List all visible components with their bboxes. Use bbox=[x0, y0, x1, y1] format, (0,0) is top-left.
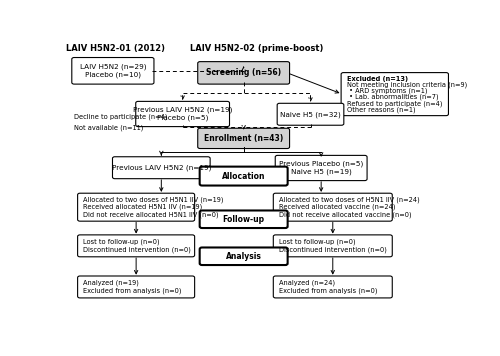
Text: Screening (n=56): Screening (n=56) bbox=[206, 68, 281, 77]
Text: Previous LAIV H5N2 (n=19)
Placebo (n=5): Previous LAIV H5N2 (n=19) Placebo (n=5) bbox=[133, 107, 232, 121]
Text: Follow-up: Follow-up bbox=[222, 215, 264, 224]
Text: Refused to participate (n=4): Refused to participate (n=4) bbox=[346, 100, 442, 107]
FancyBboxPatch shape bbox=[277, 103, 344, 125]
Text: Excluded from analysis (n=0): Excluded from analysis (n=0) bbox=[278, 288, 377, 294]
Text: LAIV H5N2-01 (2012): LAIV H5N2-01 (2012) bbox=[66, 44, 166, 53]
Text: Not meeting inclusion criteria (n=9): Not meeting inclusion criteria (n=9) bbox=[346, 82, 467, 88]
Text: LAIV H5N2-02 (prime-boost): LAIV H5N2-02 (prime-boost) bbox=[190, 44, 323, 53]
Text: Analysis: Analysis bbox=[226, 252, 262, 261]
Text: Did not receive allocated H5N1 IIV (n=0): Did not receive allocated H5N1 IIV (n=0) bbox=[83, 211, 218, 218]
Text: Not available (n=11): Not available (n=11) bbox=[74, 124, 144, 131]
FancyBboxPatch shape bbox=[78, 193, 194, 221]
Text: Enrollment (n=43): Enrollment (n=43) bbox=[204, 134, 284, 143]
FancyBboxPatch shape bbox=[200, 167, 288, 185]
Text: Discontinued intervention (n=0): Discontinued intervention (n=0) bbox=[83, 246, 191, 253]
FancyBboxPatch shape bbox=[198, 62, 290, 84]
FancyBboxPatch shape bbox=[274, 235, 392, 257]
FancyBboxPatch shape bbox=[200, 210, 288, 228]
Text: Received allocated H5N1 IIV (n=19): Received allocated H5N1 IIV (n=19) bbox=[83, 204, 202, 210]
FancyBboxPatch shape bbox=[136, 101, 230, 127]
Text: Other reasons (n=1): Other reasons (n=1) bbox=[346, 106, 415, 113]
Text: Did not receive allocated vaccine (n=0): Did not receive allocated vaccine (n=0) bbox=[278, 211, 411, 218]
Text: • Lab. abnormalities (n=7): • Lab. abnormalities (n=7) bbox=[346, 94, 438, 100]
FancyBboxPatch shape bbox=[275, 155, 367, 180]
FancyBboxPatch shape bbox=[72, 58, 154, 84]
Text: Allocated to two doses of H5N1 IIV (n=24): Allocated to two doses of H5N1 IIV (n=24… bbox=[278, 197, 420, 203]
Text: Allocated to two doses of H5N1 IIV (n=19): Allocated to two doses of H5N1 IIV (n=19… bbox=[83, 197, 224, 203]
Text: Allocation: Allocation bbox=[222, 172, 266, 180]
FancyBboxPatch shape bbox=[274, 276, 392, 298]
Text: LAIV H5N2 (n=29)
Placebo (n=10): LAIV H5N2 (n=29) Placebo (n=10) bbox=[80, 64, 146, 78]
Text: • ARD symptoms (n=1): • ARD symptoms (n=1) bbox=[346, 88, 427, 94]
FancyBboxPatch shape bbox=[112, 157, 210, 179]
FancyBboxPatch shape bbox=[78, 235, 194, 257]
FancyBboxPatch shape bbox=[200, 247, 288, 265]
Text: Analyzed (n=24): Analyzed (n=24) bbox=[278, 280, 335, 286]
Text: Received allocated vaccine (n=24): Received allocated vaccine (n=24) bbox=[278, 204, 395, 210]
Text: Analyzed (n=19): Analyzed (n=19) bbox=[83, 280, 139, 286]
FancyBboxPatch shape bbox=[341, 73, 448, 116]
FancyBboxPatch shape bbox=[198, 128, 290, 148]
Text: Decline to participate (n=4): Decline to participate (n=4) bbox=[74, 114, 168, 120]
Text: Naive H5 (n=32): Naive H5 (n=32) bbox=[280, 111, 341, 117]
Text: Previous Placebo (n=5)
Naive H5 (n=19): Previous Placebo (n=5) Naive H5 (n=19) bbox=[279, 161, 363, 175]
Text: Excluded from analysis (n=0): Excluded from analysis (n=0) bbox=[83, 288, 182, 294]
FancyBboxPatch shape bbox=[78, 276, 194, 298]
Text: Previous LAIV H5N2 (n=19): Previous LAIV H5N2 (n=19) bbox=[112, 164, 211, 171]
FancyBboxPatch shape bbox=[274, 193, 392, 221]
Text: Discontinued intervention (n=0): Discontinued intervention (n=0) bbox=[278, 246, 386, 253]
Text: Lost to follow-up (n=0): Lost to follow-up (n=0) bbox=[83, 239, 160, 245]
Text: Lost to follow-up (n=0): Lost to follow-up (n=0) bbox=[278, 239, 355, 245]
Text: Excluded (n=13): Excluded (n=13) bbox=[346, 75, 408, 82]
